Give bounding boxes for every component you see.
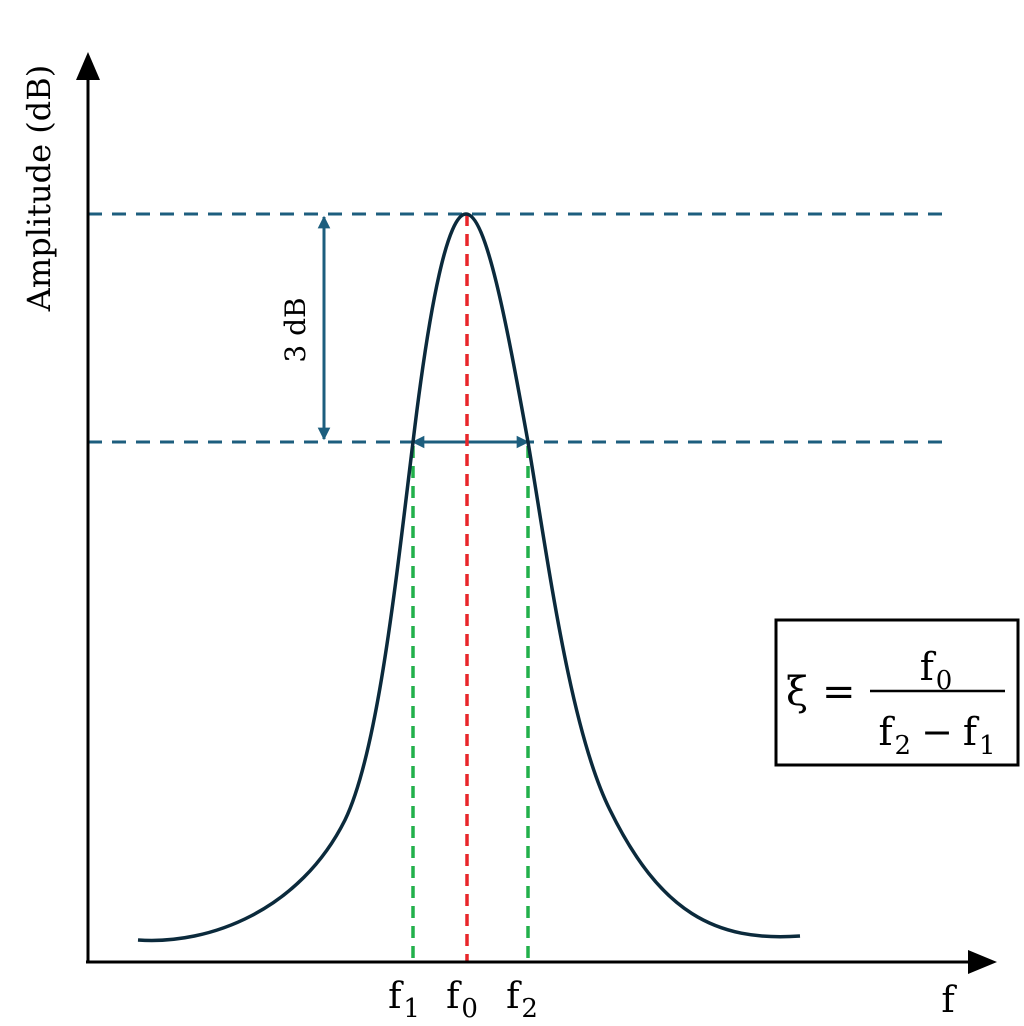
resonance-curve: [137, 212, 801, 943]
formula-lhs: ξ: [786, 669, 808, 715]
x-axis-label: f: [941, 980, 957, 1021]
x-axis-arrowhead: [968, 950, 997, 974]
formula-denominator: f2− f1: [878, 710, 995, 761]
y-axis-arrowhead: [76, 52, 100, 80]
three-db-label: 3 dB: [279, 297, 312, 362]
f2-label: f2: [506, 976, 538, 1024]
formula-box: [774, 618, 1020, 767]
y-axis-label: Amplitude (dB): [20, 65, 58, 312]
formula-numerator: f0: [920, 645, 953, 696]
formula-equals: =: [822, 669, 856, 715]
f1-label: f1: [388, 976, 420, 1024]
quality-factor-formula: ξ = f0 f2− f1: [774, 618, 1020, 767]
f0-label: f0: [446, 976, 478, 1024]
